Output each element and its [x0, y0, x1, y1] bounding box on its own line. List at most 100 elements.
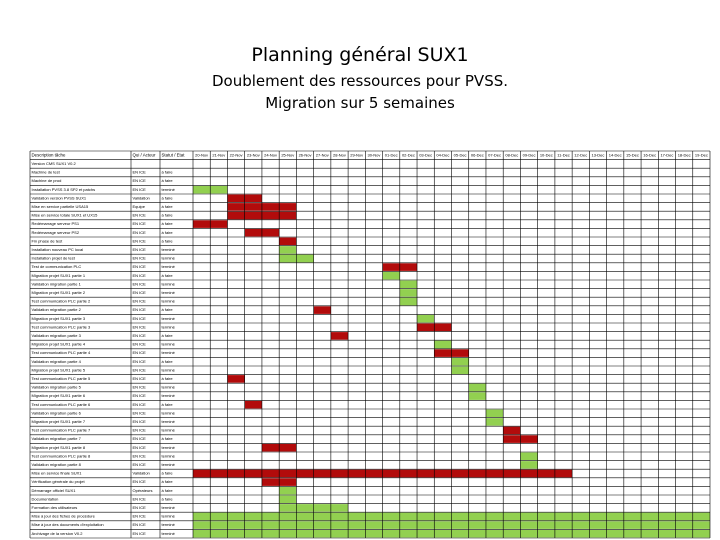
row-task: Validation migration partie 4	[32, 359, 82, 364]
gantt-bar	[485, 409, 504, 418]
row-task: Mise à jour des fiches de procédure	[32, 514, 96, 519]
row-task: Validation migration partie 8	[32, 462, 82, 467]
row-task: Redémarrage serveur PS2	[32, 230, 80, 235]
page-title: Planning général SUX1	[251, 44, 469, 66]
row-who: EN ICE	[133, 238, 147, 243]
row-task: Migration projet SUX1 partie 5	[32, 367, 86, 372]
row-who: EN ICE	[133, 187, 147, 192]
row-who: EN ICE	[133, 453, 147, 458]
row-task: Mise en service partielle USA15	[32, 204, 89, 209]
row-task: Mise à jour des documents d'exploitation	[32, 522, 104, 527]
header-date: 12-Dec	[574, 152, 587, 157]
row-task: Machine de test	[32, 170, 61, 175]
row-who: EN ICE	[133, 273, 147, 278]
row-who: Validation	[133, 471, 150, 476]
row-who: EN ICE	[133, 376, 147, 381]
row-status: à faire	[162, 479, 174, 484]
row-task: Démarrage officiel SUX1	[32, 488, 77, 493]
header-date: 07-Dec	[488, 152, 501, 157]
row-task: Migration projet SUX1 partie 7	[32, 419, 86, 424]
row-task: Archivage de la version V0.2	[32, 531, 84, 536]
row-who: EN ICE	[133, 256, 147, 261]
header-date: 27-Nov	[316, 152, 329, 157]
header-date: 21-Nov	[212, 152, 225, 157]
row-status: à faire	[162, 204, 174, 209]
row-status: à faire	[162, 496, 174, 501]
header-date: 20-Nov	[195, 152, 208, 157]
header-date: 13-Dec	[592, 152, 605, 157]
row-task: Installation nouveau PC local	[32, 247, 84, 252]
row-who: EN ICE	[133, 367, 147, 372]
row-task: Validation version PVSS SUX1	[32, 195, 87, 200]
gantt-bar	[279, 246, 297, 254]
row-status: à faire	[162, 333, 174, 338]
row-status: à faire	[162, 307, 174, 312]
row-task: Test communication PLC partie 2	[32, 299, 91, 304]
header-date: 16-Dec	[643, 152, 656, 157]
row-status: terminé	[162, 367, 176, 372]
gantt-bar	[503, 426, 521, 435]
row-who: EN ICE	[133, 350, 147, 355]
row-who: EN ICE	[133, 479, 147, 484]
header-date: 18-Dec	[678, 152, 691, 157]
row-status: terminé	[162, 187, 176, 192]
row-status: terminé	[162, 514, 176, 519]
row-who: EN ICE	[133, 221, 147, 226]
row-status: à faire	[162, 213, 174, 218]
row-who: EN ICE	[133, 505, 147, 510]
header-who: Qui / Acteur	[133, 152, 156, 157]
row-who: EN ICE	[133, 170, 147, 175]
gantt-bar	[279, 237, 297, 246]
row-status: terminé	[162, 419, 176, 424]
gantt-bar	[399, 280, 418, 289]
row-who: Opérateurs	[133, 488, 153, 493]
header-date: 22-Nov	[230, 152, 243, 157]
row-status: terminé	[162, 505, 176, 510]
header-date: 25-Nov	[281, 152, 294, 157]
row-task: Validation migration partie 6	[32, 410, 82, 415]
row-status: terminé	[162, 324, 176, 329]
row-who: EN ICE	[133, 514, 147, 519]
header-date: 06-Dec	[471, 152, 484, 157]
row-who: EN ICE	[133, 290, 147, 295]
header-date: 29-Nov	[350, 152, 363, 157]
row-who: EN ICE	[133, 230, 147, 235]
row-status: terminé	[162, 428, 176, 433]
row-status: à faire	[162, 221, 174, 226]
header-task: Description tâche	[32, 152, 66, 157]
row-status: terminé	[162, 393, 176, 398]
row-status: à faire	[162, 436, 174, 441]
gantt-bar	[227, 375, 245, 383]
gantt-bar	[520, 452, 538, 461]
row-task: Version CMS SUX1 V0.2	[32, 161, 77, 166]
page-subtitle-2: Migration sur 5 semaines	[265, 94, 455, 112]
row-task: Documentation	[32, 496, 59, 501]
row-task: Validation migration partie 1	[32, 281, 82, 286]
row-who: Equipe	[133, 204, 146, 209]
row-task: Machine de prod	[32, 178, 62, 183]
row-status: à faire	[162, 471, 174, 476]
row-who: EN ICE	[133, 299, 147, 304]
row-task: Test de communication PLC	[32, 264, 82, 269]
row-task: Test communication PLC partie 5	[32, 376, 91, 381]
row-task: Validation migration partie 3	[32, 333, 82, 338]
row-status: terminé	[162, 462, 176, 467]
header-date: 14-Dec	[609, 152, 622, 157]
header-date: 15-Dec	[626, 152, 639, 157]
gantt-bar	[330, 332, 349, 340]
row-task: Formation des utilisateurs	[32, 505, 78, 510]
row-who: EN ICE	[133, 324, 147, 329]
row-task: Test communication PLC partie 8	[32, 453, 91, 458]
gantt-bar	[451, 366, 469, 375]
row-task: Migration projet SUX1 partie 8	[32, 445, 86, 450]
row-task: Migration projet SUX1 partie 1	[32, 273, 86, 278]
row-status: terminé	[162, 350, 176, 355]
row-status: terminé	[162, 531, 176, 536]
row-who: EN ICE	[133, 178, 147, 183]
row-status: terminé	[162, 522, 176, 527]
gantt-bar	[399, 289, 418, 297]
row-who: EN ICE	[133, 393, 147, 398]
gantt-bar	[279, 495, 297, 504]
row-task: Migration projet SUX1 partie 6	[32, 393, 86, 398]
